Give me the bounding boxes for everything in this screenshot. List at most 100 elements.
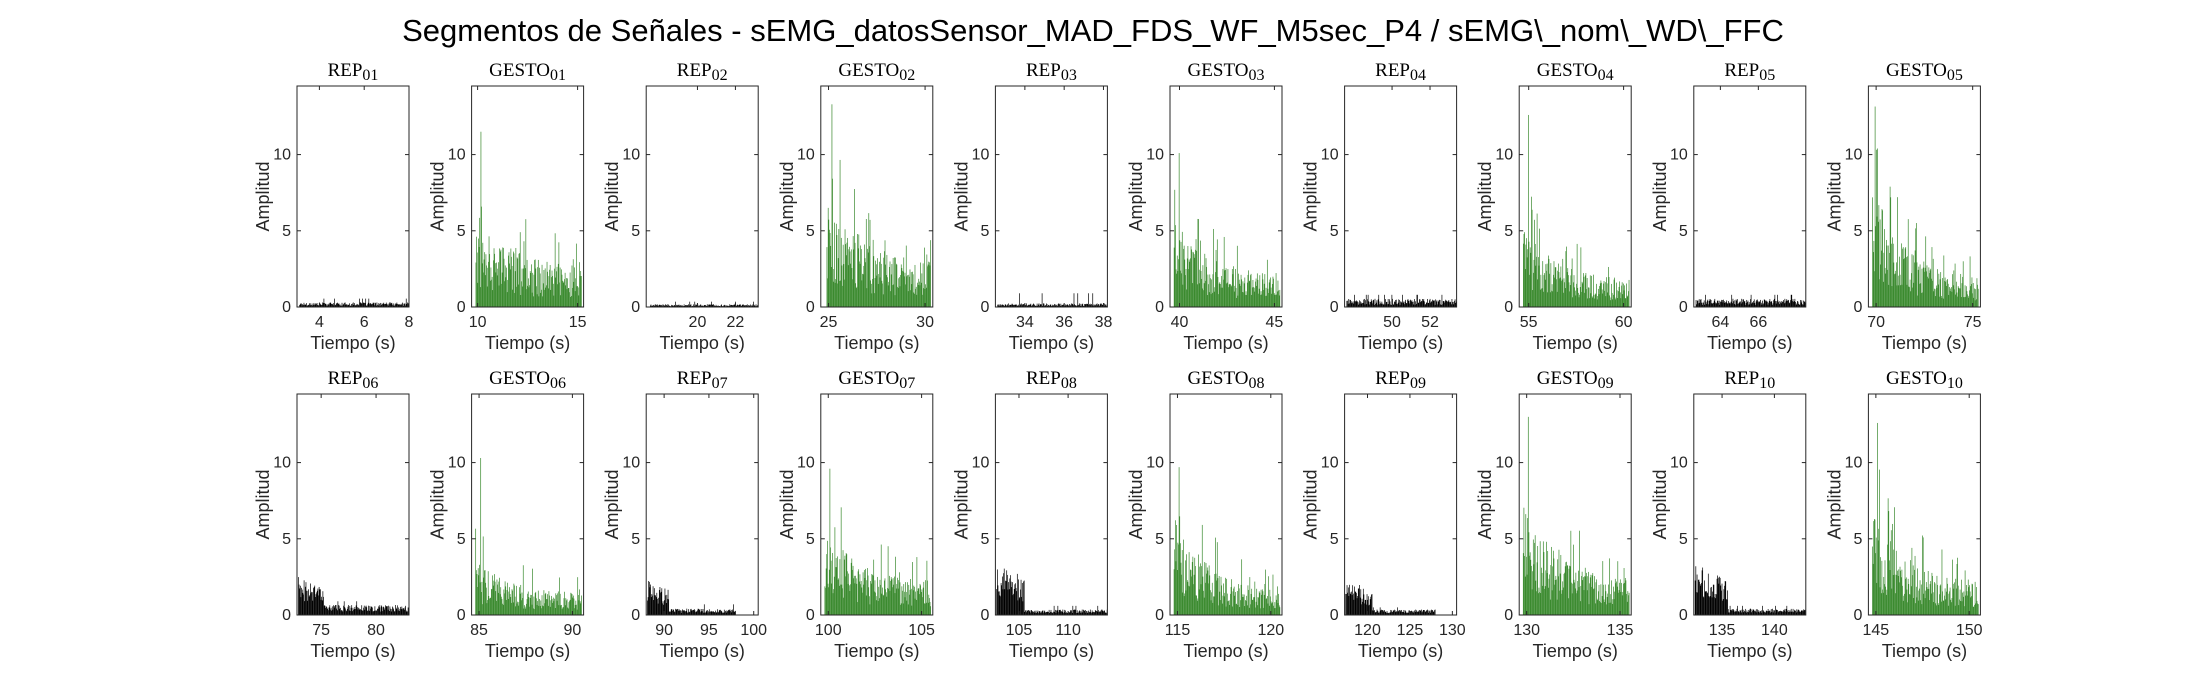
- signal-bar: [737, 305, 739, 307]
- signal-bar: [1741, 298, 1743, 307]
- signal-bar: [1950, 288, 1952, 307]
- signal-bar: [1221, 287, 1223, 307]
- signal-bar: [1378, 611, 1380, 615]
- signal-bar: [1064, 609, 1066, 615]
- panel-title: REP05: [1724, 60, 1775, 84]
- signal-bar: [1917, 269, 1919, 307]
- signal-bar: [751, 305, 753, 307]
- signal-bar: [1040, 304, 1042, 307]
- signal-bar: [1880, 264, 1882, 307]
- signal-bar: [1236, 297, 1238, 307]
- signal-bar: [1213, 596, 1215, 615]
- signal-bar: [1046, 611, 1048, 615]
- signal-bar: [1263, 283, 1265, 307]
- signal-bar: [648, 581, 650, 615]
- signal-bar: [1611, 580, 1612, 615]
- signal-bar: [1591, 296, 1593, 307]
- signal-bar: [1929, 273, 1930, 307]
- signal-bar: [1422, 611, 1423, 615]
- signal-bar: [302, 592, 304, 615]
- x-tick-label: 60: [1615, 314, 1633, 331]
- signal-bar: [389, 303, 391, 307]
- signal-bar: [1263, 607, 1264, 615]
- signal-bar: [878, 586, 880, 615]
- signal-bar: [677, 608, 678, 615]
- signal-bar: [872, 239, 874, 307]
- signal-bar: [679, 305, 681, 307]
- signal-bar: [836, 235, 838, 307]
- signal-bar: [697, 608, 699, 615]
- signal-bar: [1788, 611, 1790, 615]
- signal-bar: [913, 585, 915, 615]
- x-axis-label: Tiempo (s): [1882, 333, 1967, 353]
- signal-bar: [1911, 273, 1912, 307]
- signal-bar: [509, 587, 510, 615]
- signal-bar: [1771, 612, 1773, 615]
- signal-bar: [1900, 285, 1902, 307]
- signal-bar: [1780, 302, 1781, 307]
- signal-bar: [1628, 291, 1629, 307]
- signal-bar: [1937, 584, 1938, 615]
- signal-bars: [298, 577, 410, 615]
- signal-bar: [1069, 304, 1071, 307]
- signal-bar: [492, 585, 494, 615]
- signal-bar: [361, 605, 363, 615]
- signal-bar: [1179, 543, 1181, 615]
- signal-bar: [1564, 282, 1565, 307]
- signal-bar: [1699, 302, 1701, 307]
- signal-bar: [1526, 257, 1528, 307]
- signal-bar: [1097, 605, 1099, 615]
- signal-bar: [303, 594, 304, 615]
- signal-bar: [1371, 594, 1373, 615]
- y-tick-label: 5: [1330, 223, 1339, 240]
- signal-bar: [1038, 613, 1039, 615]
- signal-bar: [1032, 612, 1034, 615]
- signal-bar: [731, 304, 733, 307]
- signal-bar: [570, 296, 572, 307]
- signal-bar: [1529, 247, 1531, 307]
- signal-bar: [1891, 588, 1893, 615]
- signal-bar: [1208, 565, 1210, 615]
- signal-bar: [872, 575, 874, 615]
- signal-bar: [503, 247, 504, 307]
- signal-bar: [727, 611, 728, 615]
- signal-bar: [1382, 303, 1383, 307]
- signal-bar: [407, 611, 408, 615]
- signal-bar: [498, 285, 500, 307]
- signal-bar: [1532, 290, 1534, 307]
- signal-bar: [1360, 589, 1362, 615]
- signal-bar: [884, 240, 886, 307]
- signal-bar: [1952, 285, 1954, 307]
- signal-bar: [1976, 587, 1977, 615]
- signal-bar: [1069, 610, 1071, 615]
- signal-bar: [349, 303, 350, 307]
- signal-bar: [517, 258, 519, 307]
- signal-bar: [865, 595, 867, 615]
- panel-title: GESTO04: [1537, 60, 1614, 84]
- signal-bar: [921, 273, 923, 307]
- signal-bar: [308, 596, 310, 615]
- signal-bar: [1799, 304, 1801, 307]
- signal-bar: [1200, 563, 1201, 615]
- signal-bar: [1609, 594, 1611, 615]
- signal-bar: [1948, 593, 1950, 615]
- signal-bar: [718, 305, 719, 307]
- signal-bar: [1939, 279, 1941, 307]
- signal-bar: [897, 286, 898, 307]
- signal-bar: [509, 263, 510, 307]
- signal-bar: [882, 294, 884, 307]
- signal-bar: [1887, 269, 1888, 307]
- signal-bar: [1356, 598, 1358, 615]
- signal-bar: [1909, 594, 1910, 615]
- signal-bar: [1800, 611, 1801, 615]
- signal-bar: [342, 611, 344, 615]
- x-tick-label: 100: [740, 622, 767, 639]
- signal-bar: [336, 610, 338, 615]
- signal-bar: [1019, 303, 1021, 307]
- signal-bar: [1701, 304, 1703, 307]
- signal-bar: [335, 305, 337, 307]
- signal-bar: [1780, 610, 1781, 615]
- signal-bar: [1524, 269, 1526, 307]
- signal-bar: [692, 610, 693, 615]
- signal-bar: [1380, 303, 1382, 307]
